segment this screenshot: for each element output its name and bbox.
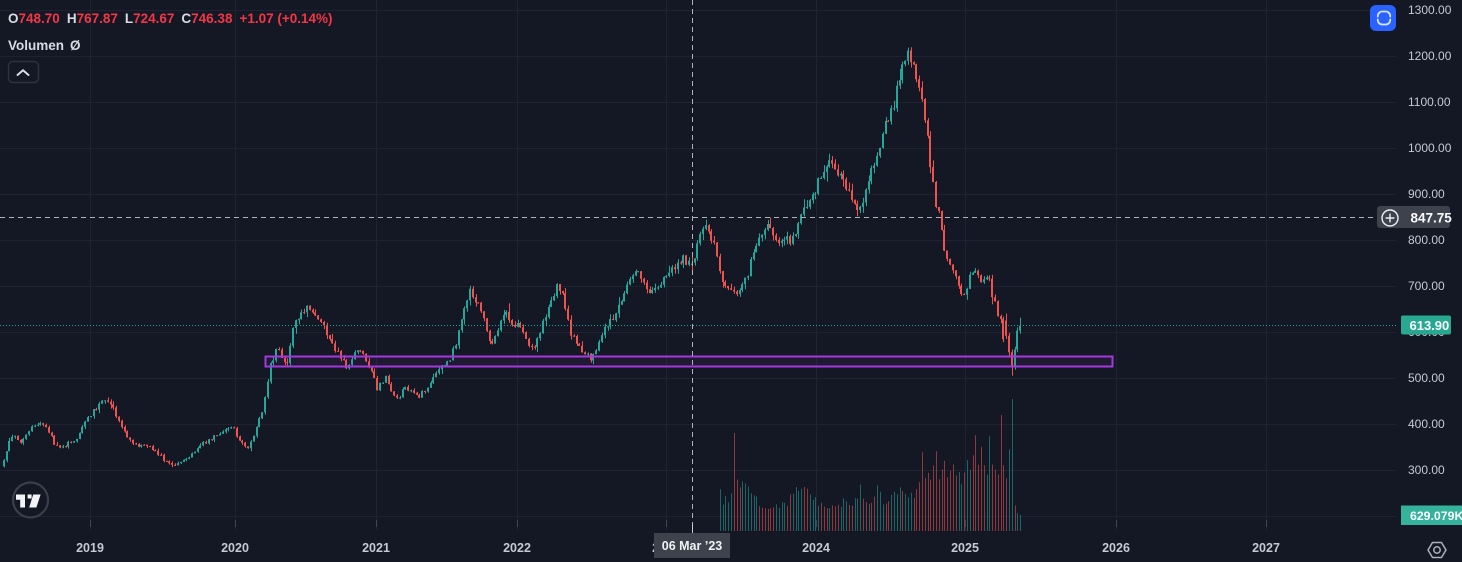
svg-text:06 Mar ’23: 06 Mar ’23 [662,539,723,553]
svg-text:Ø: Ø [70,38,81,53]
svg-text:1300.00: 1300.00 [1408,3,1452,17]
svg-text:800.00: 800.00 [1408,233,1445,247]
svg-text:2026: 2026 [1102,541,1130,555]
svg-text:900.00: 900.00 [1408,187,1445,201]
svg-text:629.079K: 629.079K [1410,509,1462,523]
svg-text:2024: 2024 [802,541,830,555]
svg-text:847.75: 847.75 [1411,211,1453,226]
svg-text:500.00: 500.00 [1408,371,1445,385]
svg-text:700.00: 700.00 [1408,279,1445,293]
svg-text:400.00: 400.00 [1408,417,1445,431]
svg-text:1200.00: 1200.00 [1408,49,1452,63]
svg-text:2027: 2027 [1252,541,1280,555]
svg-text:2020: 2020 [221,541,249,555]
svg-text:2021: 2021 [362,541,390,555]
svg-text:2025: 2025 [951,541,979,555]
svg-text:300.00: 300.00 [1408,463,1445,477]
svg-text:1000.00: 1000.00 [1408,141,1452,155]
svg-text:613.90: 613.90 [1410,318,1450,333]
svg-text:Volumen: Volumen [8,38,64,53]
svg-text:2019: 2019 [76,541,104,555]
svg-text:1100.00: 1100.00 [1408,95,1451,109]
svg-text:2022: 2022 [503,541,531,555]
